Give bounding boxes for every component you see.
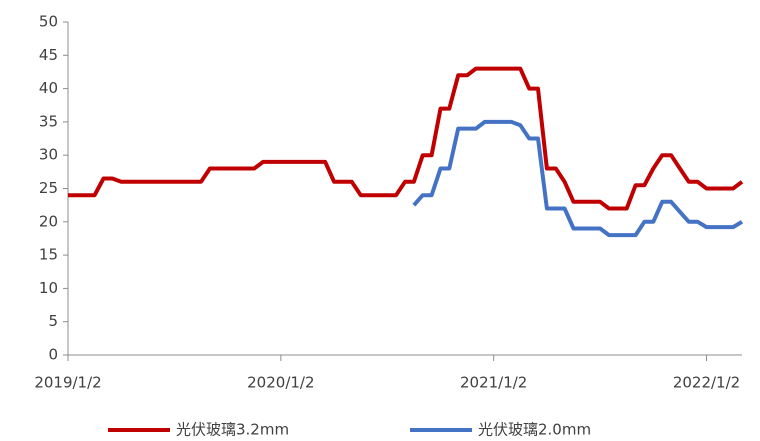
y-tick-label: 50	[39, 13, 58, 31]
legend-label: 光伏玻璃3.2mm	[176, 421, 289, 439]
y-tick-label: 40	[39, 79, 58, 97]
y-tick-label: 15	[39, 246, 58, 264]
y-tick-label: 30	[39, 146, 58, 164]
y-tick-label: 5	[48, 312, 58, 330]
y-tick-label: 25	[39, 179, 58, 197]
x-tick-label: 2019/1/2	[34, 374, 101, 392]
y-tick-label: 20	[39, 212, 58, 230]
y-tick-label: 35	[39, 112, 58, 130]
legend-label: 光伏玻璃2.0mm	[478, 421, 591, 439]
y-tick-label: 45	[39, 46, 58, 64]
y-tick-label: 0	[48, 346, 58, 364]
x-tick-label: 2020/1/2	[247, 374, 314, 392]
line-series	[412, 119, 744, 238]
x-tick-label: 2021/1/2	[460, 374, 527, 392]
y-tick-label: 10	[39, 279, 58, 297]
x-tick-label: 2022/1/2	[673, 374, 740, 392]
line-series	[68, 66, 744, 211]
